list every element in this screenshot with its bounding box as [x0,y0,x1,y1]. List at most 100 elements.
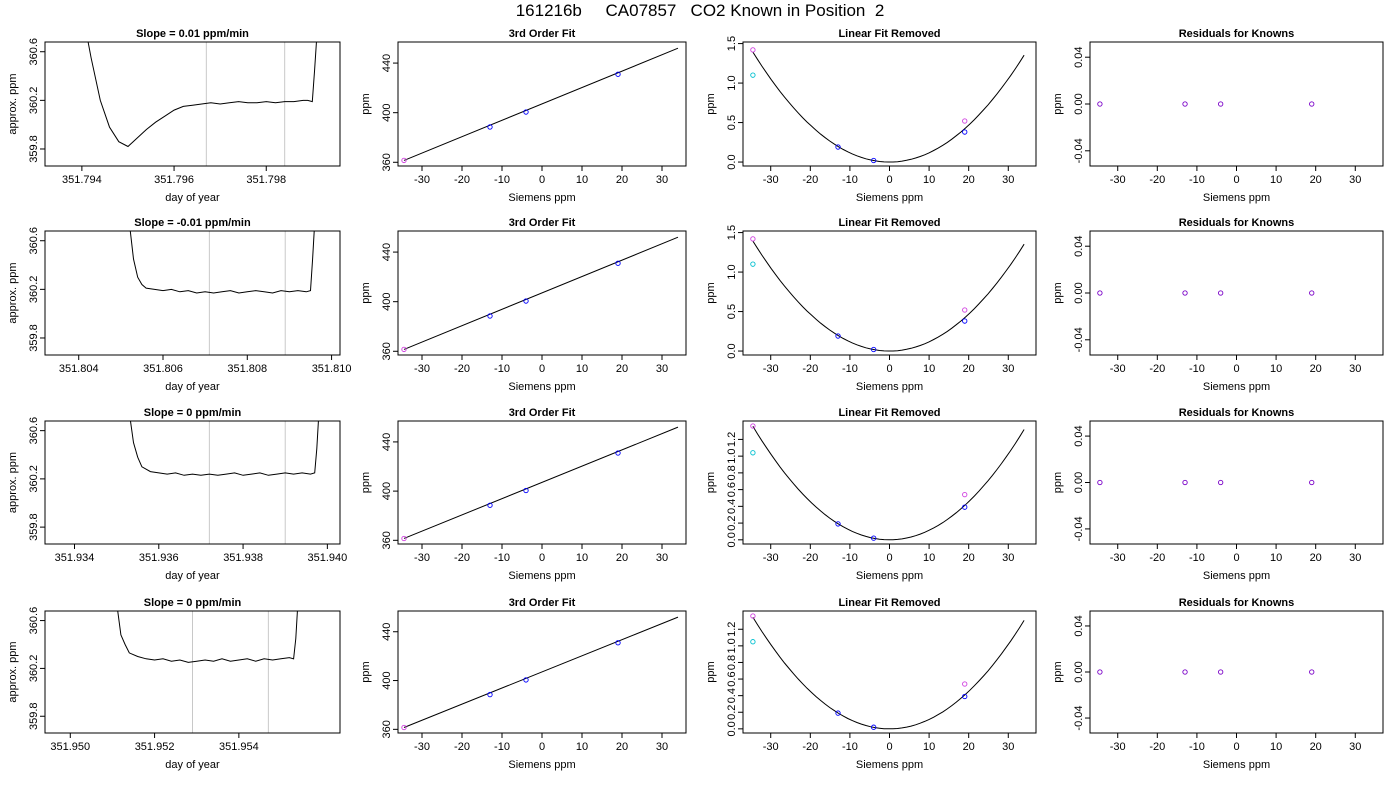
x-tick-label: 30 [1349,741,1361,753]
y-tick-label: 440 [381,623,393,641]
x-tick-label: 10 [1270,174,1282,186]
y-tick-label: 360.6 [28,607,40,635]
data-point [835,710,841,716]
x-tick-label: -30 [414,363,430,375]
x-tick-label: 10 [1270,552,1282,564]
x-axis-label: Siemens ppm [508,570,575,582]
y-tick-label: 1.5 [726,225,738,240]
fit-curve [752,426,1025,541]
data-point [750,47,756,53]
y-tick-label: 360.6 [28,38,40,66]
x-tick-label: -30 [763,552,779,564]
x-axis-label: Siemens ppm [508,759,575,771]
x-tick-label: -20 [1149,174,1165,186]
x-tick-label: 0 [1233,363,1239,375]
x-tick-label: 351.934 [55,552,95,564]
x-tick-label: 0 [539,363,545,375]
y-tick-label: 0.04 [1073,46,1085,67]
x-tick-label: 20 [1310,363,1322,375]
y-axis-label: ppm [1052,472,1064,493]
y-tick-label: 359.8 [28,702,40,730]
data-point [750,613,756,619]
x-tick-label: 10 [576,741,588,753]
y-tick-label: 0.8 [726,655,738,670]
y-tick-label: 0.2 [726,705,738,720]
panel-title: Slope = -0.01 ppm/min [134,217,251,229]
panel-title: Slope = 0 ppm/min [144,407,242,419]
data-point [1097,479,1103,486]
data-point [1309,101,1315,107]
x-tick-label: 20 [963,363,975,375]
x-tick-label: 30 [656,552,668,564]
plot-frame [1089,230,1384,356]
panel-title: Linear Fit Removed [838,217,940,229]
plot-frame [1089,41,1384,167]
y-tick-label: 0.00 [1073,661,1085,682]
y-axis-label: ppm [705,472,717,493]
x-tick-label: 351.806 [143,363,183,375]
x-tick-label: 351.938 [223,552,263,564]
data-point [750,450,756,456]
y-tick-label: 0.2 [726,515,738,530]
y-tick-label: 0.0 [726,343,738,358]
y-tick-label: 360.2 [28,87,40,115]
x-tick-label: -30 [414,552,430,564]
x-tick-label: 20 [616,363,628,375]
x-axis-label: day of year [165,759,220,771]
data-point [750,639,756,645]
x-tick-label: 20 [616,552,628,564]
data-trace-line [129,231,315,294]
chart-panel-14: -30 -20 -10 0 10 20 30 360 400 440 3rd Order Fit Si… [360,597,687,771]
data-point [1218,669,1224,675]
x-tick-label: 351.940 [307,552,347,564]
y-tick-label: 0.0 [726,532,738,547]
chart-panel-11: -30 -20 -10 0 10 20 30 0.0 0.20.4 0.6 0.8 1.01.2 Lin… [705,407,1037,582]
x-tick-label: 30 [1349,174,1361,186]
x-tick-label: 0 [1233,174,1239,186]
x-tick-label: -30 [763,741,779,753]
data-point [962,504,968,510]
y-tick-label: -0.04 [1073,705,1085,730]
fit-curve [752,240,1025,352]
y-tick-label: 400 [381,482,393,500]
y-tick-label: 1.0 [726,75,738,90]
chart-panel-8: -30 -20 -10 0 10 20 30 -0.04 0.00 0.04 Residuals f… [1052,217,1384,393]
data-point [1182,101,1188,107]
data-point [615,450,621,456]
x-tick-label: 10 [1270,741,1282,753]
x-tick-label: 351.798 [246,174,286,186]
x-tick-label: 30 [1002,741,1014,753]
fit-line [403,47,679,161]
data-point [962,307,968,313]
data-point [615,260,621,266]
x-tick-label: 351.936 [139,552,179,564]
data-point [523,487,529,494]
data-point [750,72,756,78]
data-point [750,261,756,267]
x-axis-label: Siemens ppm [1203,192,1270,204]
x-tick-label: -20 [802,741,818,753]
panel-title: Linear Fit Removed [838,407,940,419]
fit-curve [752,51,1025,163]
x-tick-label: 30 [1002,552,1014,564]
x-tick-label: 351.808 [227,363,267,375]
x-tick-label: -10 [842,552,858,564]
data-point [401,535,407,542]
data-point [615,640,621,646]
x-tick-label: -10 [494,552,510,564]
x-tick-label: 0 [539,174,545,186]
y-axis-label: approx. ppm [7,73,19,134]
y-tick-label: 0.0 [726,154,738,169]
x-tick-label: -20 [454,552,470,564]
y-axis-label: ppm [360,472,372,493]
data-point [1218,101,1224,107]
x-tick-label: 10 [923,741,935,753]
data-point [1097,290,1103,296]
panel-title: Linear Fit Removed [838,28,940,40]
y-tick-label: 0.00 [1073,93,1085,114]
plot-frame [44,41,341,167]
y-axis-label: ppm [705,661,717,682]
y-axis-label: ppm [1052,282,1064,303]
chart-panel-7: -30 -20 -10 0 10 20 30 0.0 0.5 1.0 1.5 Linear Fit R… [705,217,1037,393]
x-tick-label: 0 [1233,741,1239,753]
